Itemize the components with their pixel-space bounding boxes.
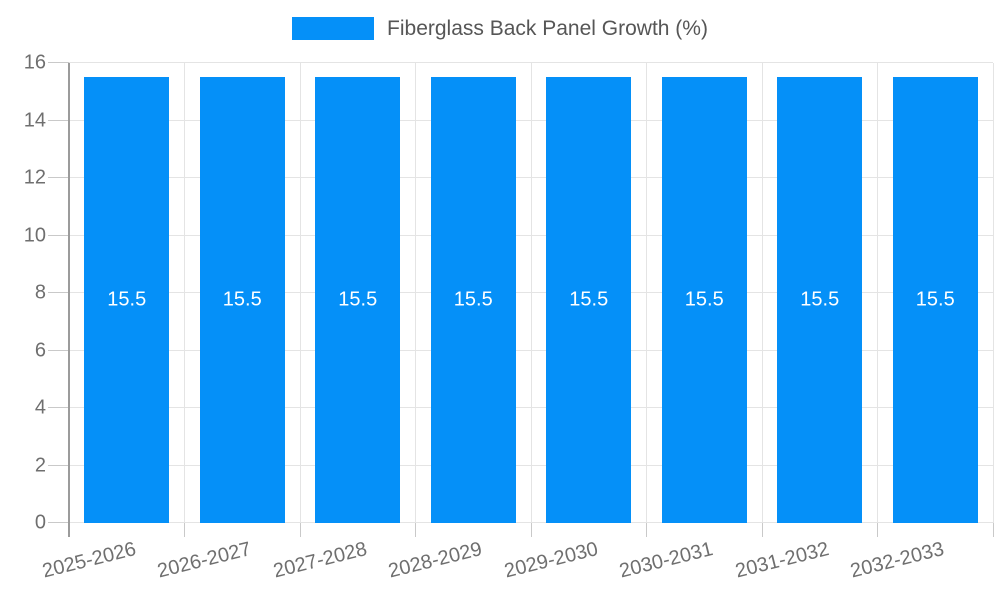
bar-value-label: 15.5 <box>338 288 378 311</box>
bar-value-label: 15.5 <box>453 288 493 311</box>
y-axis-line <box>68 63 70 537</box>
bar-value-label: 15.5 <box>222 288 262 311</box>
y-axis-tick <box>48 177 69 178</box>
x-axis-tick <box>299 523 301 537</box>
y-axis-tick-label: 8 <box>34 281 46 304</box>
bar-2027-2028[interactable]: 15.5 <box>315 77 401 523</box>
bar-value-label: 15.5 <box>915 288 955 311</box>
bar-value-label: 15.5 <box>684 288 724 311</box>
bar-2025-2026[interactable]: 15.5 <box>84 77 170 523</box>
gridline-vertical <box>646 63 647 523</box>
gridline-vertical <box>184 63 185 523</box>
bar-slot: 15.5 <box>69 63 185 523</box>
gridline-vertical <box>415 63 416 523</box>
y-axis-tick-label: 6 <box>34 339 46 361</box>
y-axis-tick <box>48 522 69 523</box>
y-axis: 0 2 4 6 8 10 12 14 16 <box>0 52 56 534</box>
bar-2032-2033[interactable]: 15.5 <box>892 77 978 523</box>
y-axis-tick-label: 14 <box>23 109 46 131</box>
x-axis-tick <box>415 523 416 537</box>
y-axis-tick <box>48 407 69 408</box>
y-axis-tick <box>48 464 69 466</box>
bar-2031-2032[interactable]: 15.5 <box>777 77 863 523</box>
x-axis-tick <box>646 523 647 537</box>
bar-slot: 15.5 <box>300 63 416 523</box>
y-axis-tick <box>48 349 69 351</box>
gridline-vertical <box>877 63 878 523</box>
bar-value-label: 15.5 <box>107 288 147 311</box>
legend: Fiberglass Back Panel Growth (%) <box>0 17 1000 40</box>
legend-swatch[interactable] <box>292 17 375 40</box>
bar-value-label: 15.5 <box>800 288 840 311</box>
y-axis-tick <box>48 292 69 293</box>
bar-2026-2027[interactable]: 15.5 <box>199 77 285 523</box>
y-axis-tick-label: 4 <box>34 396 46 419</box>
gridline-vertical <box>299 63 301 523</box>
bar-slot: 15.5 <box>647 63 763 523</box>
bar-slot: 15.5 <box>185 63 301 523</box>
x-axis-tick <box>530 523 532 537</box>
gridline-horizontal <box>69 62 993 63</box>
x-axis-tick <box>877 523 878 537</box>
bar-slot: 15.5 <box>878 63 994 523</box>
bar-value-label: 15.5 <box>569 288 609 311</box>
bar-series: 15.5 15.5 15.5 15.5 15.5 15.5 15.5 15.5 <box>69 63 993 523</box>
x-axis-tick <box>761 523 763 537</box>
bar-2028-2029[interactable]: 15.5 <box>430 77 516 523</box>
y-axis-tick-label: 0 <box>34 511 46 534</box>
bar-slot: 15.5 <box>762 63 878 523</box>
bar-2029-2030[interactable]: 15.5 <box>546 77 632 523</box>
y-axis-tick <box>48 234 69 236</box>
bar-slot: 15.5 <box>416 63 532 523</box>
legend-label[interactable]: Fiberglass Back Panel Growth (%) <box>387 17 708 40</box>
x-axis-tick <box>184 523 185 537</box>
y-axis-tick <box>48 62 69 63</box>
plot-area: 15.5 15.5 15.5 15.5 15.5 15.5 15.5 15.5 <box>48 62 994 537</box>
y-axis-tick-label: 10 <box>23 224 46 246</box>
x-axis-tick <box>992 523 994 537</box>
y-axis-tick <box>48 119 69 121</box>
x-axis: 2025-2026 2026-2027 2027-2028 2028-2029 2029… <box>40 523 993 600</box>
bar-slot: 15.5 <box>531 63 647 523</box>
y-axis-tick-label: 16 <box>23 51 46 74</box>
gridline-vertical <box>761 63 763 523</box>
y-axis-tick-label: 12 <box>23 166 46 189</box>
gridline-vertical <box>530 63 532 523</box>
bar-2030-2031[interactable]: 15.5 <box>661 77 747 523</box>
y-axis-tick-label: 2 <box>34 454 46 476</box>
gridline-vertical <box>992 63 994 523</box>
